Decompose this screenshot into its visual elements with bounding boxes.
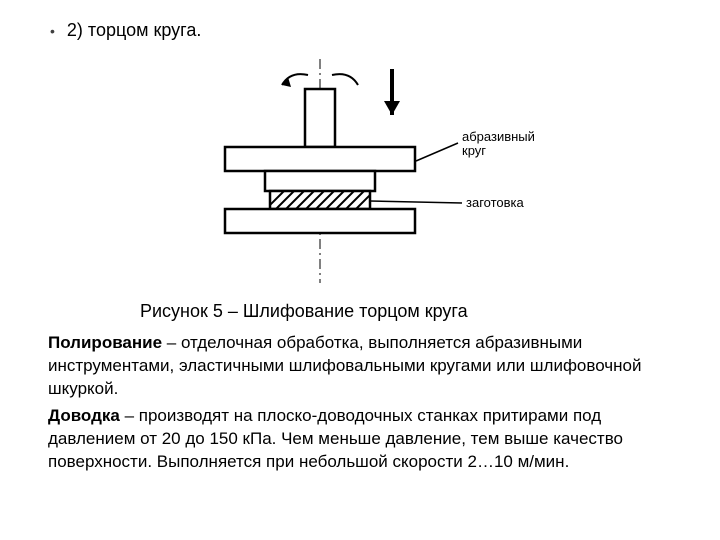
label-workpiece: заготовка	[466, 195, 525, 210]
label-abrasive-l2: круг	[462, 143, 486, 158]
figure-container: абразивный круг заготовка	[40, 53, 680, 293]
term-polishing: Полирование	[48, 333, 162, 352]
figure-caption: Рисунок 5 – Шлифование торцом круга	[140, 301, 680, 322]
bullet-marker: •	[50, 23, 55, 39]
grinding-diagram: абразивный круг заготовка	[170, 53, 550, 293]
term-lapping: Доводка	[48, 406, 120, 425]
para2-body: – производят на плоско-доводочных станка…	[48, 406, 623, 471]
bullet-text: 2) торцом круга.	[67, 20, 201, 41]
bullet-item: • 2) торцом круга.	[50, 20, 680, 41]
paragraph-polishing: Полирование – отделочная обработка, выпо…	[48, 332, 672, 401]
label-abrasive-l1: абразивный	[462, 129, 535, 144]
paragraph-lapping: Доводка – производят на плоско-доводочны…	[48, 405, 672, 474]
